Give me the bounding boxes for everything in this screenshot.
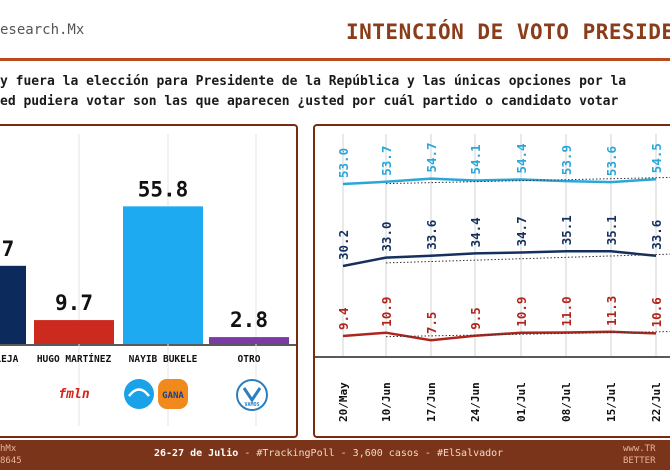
question-line-1: y fuera la elección para Presidente de l…: [0, 74, 627, 89]
series-1-label-3: 34.4: [468, 217, 483, 247]
series-trend-1: [385, 253, 670, 264]
bar-category-label-3: OTRO: [238, 354, 261, 365]
bar-0: [0, 265, 26, 344]
series-trend-0: [385, 176, 670, 185]
series-1-label-2: 33.6: [424, 220, 439, 250]
question-line-2: ed pudiera votar son las que aparecen ¿u…: [0, 94, 619, 109]
bar-chart: 7 LLEJA 9.7 HUGO MARTÍNEZ 55.8 NAYIB BUKELE 2.…: [0, 134, 296, 426]
x-tick-label-7: 22/Jul: [650, 382, 663, 422]
x-tick-label-2: 17/Jun: [425, 382, 438, 422]
survey-question: y fuera la elección para Presidente de l…: [0, 72, 670, 112]
nuevas-ideas-logo: [124, 379, 154, 409]
series-0-label-7: 54.5: [649, 143, 664, 173]
brand-text: esearch.Mx: [0, 22, 85, 38]
series-1-label-6: 35.1: [604, 215, 619, 245]
bar-chart-panel: 7 LLEJA 9.7 HUGO MARTÍNEZ 55.8 NAYIB BUKELE 2.…: [0, 124, 298, 438]
series-1-label-7: 33.6: [649, 220, 664, 250]
series-1-label-5: 35.1: [559, 215, 574, 245]
series-0-label-5: 53.9: [559, 145, 574, 175]
vamos-logo-text: VAMOS: [244, 402, 259, 408]
series-1-label-1: 33.0: [379, 221, 394, 251]
gana-logo: [158, 379, 188, 409]
series-2-label-5: 11.0: [559, 296, 574, 326]
page-title: INTENCIÓN DE VOTO PRESIDE: [346, 20, 670, 44]
bar-category-label-2: NAYIB BUKELE: [129, 354, 198, 365]
series-0-label-6: 53.6: [604, 146, 619, 176]
x-tick-label-6: 15/Jul: [605, 382, 618, 422]
header-divider: [0, 58, 670, 61]
x-tick-label-0: 20/May: [337, 382, 350, 422]
x-tick-label-3: 24/Jun: [469, 382, 482, 422]
bar-value-label-3: 2.8: [230, 308, 268, 332]
footer-left-line-2: 8645: [0, 456, 22, 466]
bar-2: [123, 206, 203, 344]
series-line-1: [342, 250, 657, 268]
series-0-label-1: 53.7: [379, 146, 394, 176]
series-2-label-4: 10.9: [514, 297, 529, 327]
bar-category-label-0: LLEJA: [0, 354, 19, 365]
series-trend-2: [385, 331, 670, 338]
footer-right-line-2: BETTER: [623, 456, 656, 466]
x-tick-label-5: 08/Jul: [560, 382, 573, 422]
bar-category-label-1: HUGO MARTÍNEZ: [37, 353, 112, 365]
x-tick-label-1: 10/Jun: [380, 382, 393, 422]
footer-caption: 26-27 de Julio - #TrackingPoll - 3,600 c…: [154, 448, 503, 459]
series-0-label-3: 54.1: [468, 144, 483, 174]
series-0-label-2: 54.7: [424, 142, 439, 172]
series-1-label-4: 34.7: [514, 216, 529, 246]
footer: hMx 8645 26-27 de Julio - #TrackingPoll …: [0, 440, 670, 470]
bar-value-label-0: 7: [2, 237, 15, 261]
vamos-logo: [236, 379, 268, 411]
vamos-logo-check: [242, 387, 262, 403]
line-chart-panel: 53.0 53.7 54.7 54.1 54.4 53.9 53.6 54.5 30.2 33.0…: [313, 124, 670, 438]
footer-left: hMx 8645: [0, 443, 22, 467]
series-line-2: [342, 330, 657, 342]
x-tick-label-4: 01/Jul: [515, 382, 528, 422]
nuevas-ideas-logo-arc: [128, 388, 150, 397]
gana-logo-text: GANA: [162, 391, 184, 401]
bar-value-label-2: 55.8: [138, 177, 189, 201]
series-2-label-0: 9.4: [336, 307, 351, 330]
series-2-label-3: 9.5: [468, 307, 483, 330]
series-2-label-6: 11.3: [604, 296, 619, 326]
line-chart: 53.0 53.7 54.7 54.1 54.4 53.9 53.6 54.5 30.2 33.0…: [315, 134, 670, 422]
footer-details: - #TrackingPoll - 3,600 casos - #ElSalva…: [238, 448, 504, 459]
bar-value-label-1: 9.7: [55, 291, 93, 315]
footer-date: 26-27 de Julio: [154, 448, 239, 459]
fmln-logo: fmln: [58, 387, 89, 402]
bar-1: [34, 320, 114, 344]
footer-left-line-1: hMx: [0, 444, 17, 454]
footer-right-line-1: www.TR: [623, 444, 656, 454]
footer-right: www.TR BETTER: [623, 443, 656, 467]
series-0-label-0: 53.0: [336, 148, 351, 178]
series-2-label-2: 7.5: [424, 312, 439, 335]
bar-3: [209, 337, 289, 344]
header: esearch.Mx INTENCIÓN DE VOTO PRESIDE: [0, 0, 670, 64]
series-2-label-1: 10.9: [379, 297, 394, 327]
series-1-label-0: 30.2: [336, 230, 351, 260]
series-0-label-4: 54.4: [514, 143, 529, 173]
series-2-label-7: 10.6: [649, 297, 664, 327]
series-line-0: [342, 177, 657, 186]
